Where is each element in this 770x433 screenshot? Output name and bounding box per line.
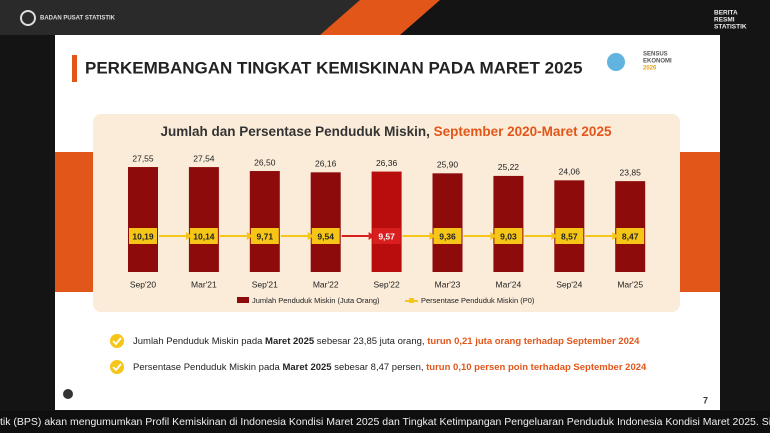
bar xyxy=(493,175,524,272)
legend-swatch xyxy=(409,298,414,303)
note-bullet xyxy=(110,360,124,374)
title-accent xyxy=(72,55,77,82)
line-marker xyxy=(433,228,462,244)
line-value-label: 8,57 xyxy=(561,231,578,241)
bar-value-label: 27,55 xyxy=(132,153,154,163)
note-text: Jumlah Penduduk Miskin pada Maret 2025 s… xyxy=(133,336,640,347)
line-arrow xyxy=(307,232,314,240)
header-dark xyxy=(0,0,360,35)
bar xyxy=(128,167,158,272)
line-value-label: 9,54 xyxy=(317,231,334,241)
x-tick-label: Mar'22 xyxy=(313,279,339,289)
line-value-label: 9,36 xyxy=(439,231,456,241)
chart-title-highlight: September 2020-Maret 2025 xyxy=(434,124,612,139)
corner-text: RESMI xyxy=(714,17,735,24)
legend-label: Persentase Penduduk Miskin (P0) xyxy=(421,296,535,305)
line-value-label: 10,19 xyxy=(132,231,154,241)
note-segment: Maret 2025 xyxy=(265,336,315,347)
note-check xyxy=(112,337,122,346)
slide-title: PERKEMBANGAN TINGKAT KEMISKINAN PADA MAR… xyxy=(85,58,582,77)
legend-swatch xyxy=(237,297,249,303)
line-marker xyxy=(189,228,218,244)
note-segment: turun 0,10 persen poin terhadap Septembe… xyxy=(426,362,647,373)
logo-text: BADAN PUSAT STATISTIK xyxy=(40,16,116,22)
logo-icon xyxy=(607,53,625,71)
note-check xyxy=(112,363,122,372)
bar xyxy=(432,173,463,272)
line-arrow xyxy=(429,232,436,240)
x-tick-label: Mar'23 xyxy=(435,279,461,289)
bar xyxy=(188,167,219,272)
page-number: 7 xyxy=(703,395,708,405)
line-arrow xyxy=(490,232,497,240)
legend-label: Jumlah Penduduk Miskin (Juta Orang) xyxy=(252,296,380,305)
bar xyxy=(249,171,280,272)
line-arrow xyxy=(612,232,619,240)
bar-value-label: 26,16 xyxy=(315,159,337,169)
corner-text: BERITA xyxy=(714,10,738,17)
line-marker xyxy=(250,228,279,244)
bar-value-label: 25,22 xyxy=(498,162,520,172)
bar xyxy=(554,180,585,272)
line-value-label: 9,57 xyxy=(378,231,395,241)
line-marker xyxy=(494,228,523,244)
bar-value-label: 27,54 xyxy=(193,153,215,163)
line-marker xyxy=(372,228,401,244)
logo-icon xyxy=(20,10,36,26)
line-marker xyxy=(616,228,645,244)
bar-value-label: 23,85 xyxy=(620,167,642,177)
ticker-text: tik (BPS) akan mengumumkan Profil Kemisk… xyxy=(0,416,770,428)
note-text: Persentase Penduduk Miskin pada Maret 20… xyxy=(133,362,647,373)
logo-line: SENSUS xyxy=(643,52,668,58)
line-value-label: 9,71 xyxy=(257,231,274,241)
bar-value-label: 26,50 xyxy=(254,157,276,167)
line-arrow xyxy=(185,232,192,240)
line-marker xyxy=(129,228,157,244)
note-segment: Persentase Penduduk Miskin pada xyxy=(133,362,282,373)
chart-title: Jumlah dan Persentase Penduduk Miskin, S… xyxy=(161,124,612,139)
line-value-label: 10,14 xyxy=(193,231,215,241)
line-value-label: 8,47 xyxy=(622,231,639,241)
note-segment: Jumlah Penduduk Miskin pada xyxy=(133,336,265,347)
x-tick-label: Sep'20 xyxy=(130,279,156,289)
line-marker xyxy=(311,228,340,244)
chart-title-main: Jumlah dan Persentase Penduduk Miskin, xyxy=(161,124,434,139)
line-marker xyxy=(555,228,584,244)
logo-line: 2026 xyxy=(643,66,657,72)
x-tick-label: Mar'25 xyxy=(617,279,643,289)
bar-value-label: 24,06 xyxy=(559,167,581,177)
bar xyxy=(371,171,402,272)
note-segment: turun 0,21 juta orang terhadap September… xyxy=(427,336,640,347)
line-arrow xyxy=(551,232,558,240)
notes: Jumlah Penduduk Miskin pada Maret 2025 s… xyxy=(110,334,647,374)
line-value-label: 9,03 xyxy=(500,231,517,241)
line-arrow xyxy=(368,232,375,240)
bar xyxy=(615,181,646,272)
bar-value-label: 26,36 xyxy=(376,158,398,168)
bar-value-label: 25,90 xyxy=(437,160,459,170)
x-tick-label: Mar'24 xyxy=(496,279,522,289)
x-tick-label: Sep'22 xyxy=(373,279,399,289)
x-tick-label: Sep'24 xyxy=(556,279,582,289)
line-arrow xyxy=(246,232,253,240)
logo-line: EKONOMI xyxy=(643,59,672,65)
note-segment: sebesar 8,47 persen, xyxy=(332,362,427,373)
note-segment: Maret 2025 xyxy=(282,362,332,373)
x-tick-label: Mar'21 xyxy=(191,279,217,289)
x-tick-label: Sep'21 xyxy=(252,279,278,289)
bar xyxy=(310,172,341,272)
slide-icon xyxy=(63,389,73,399)
ticker-bar xyxy=(0,411,770,433)
note-segment: sebesar 23,85 juta orang, xyxy=(314,336,427,347)
note-bullet xyxy=(110,334,124,348)
corner-text: STATISTIK xyxy=(714,24,747,31)
